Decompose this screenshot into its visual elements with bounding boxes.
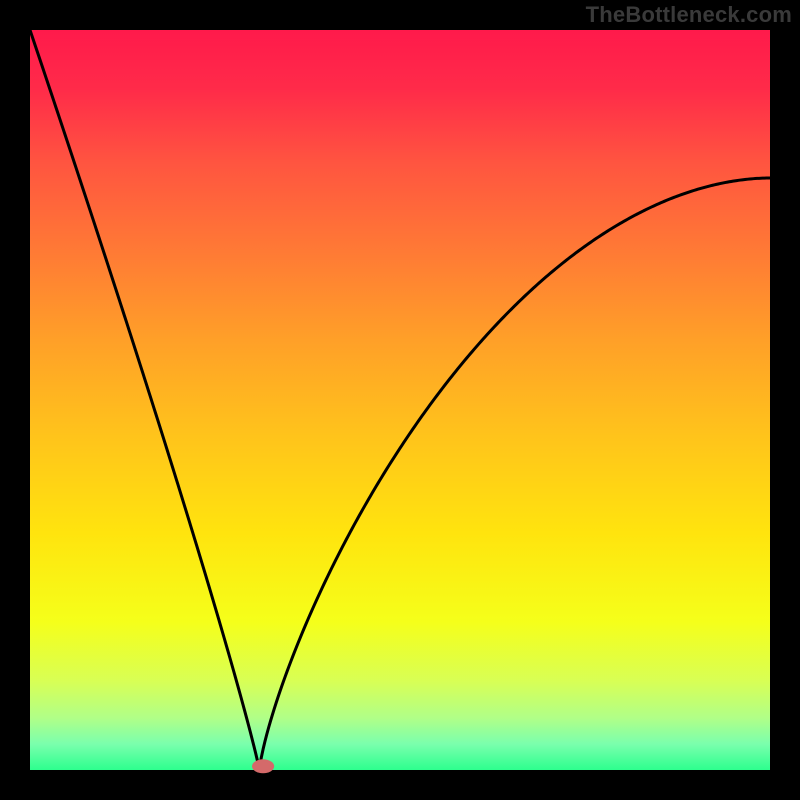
plot-background [30,30,770,770]
chart-container: TheBottleneck.com [0,0,800,800]
bottleneck-chart [0,0,800,800]
minimum-marker [252,759,274,773]
watermark-text: TheBottleneck.com [586,2,792,28]
